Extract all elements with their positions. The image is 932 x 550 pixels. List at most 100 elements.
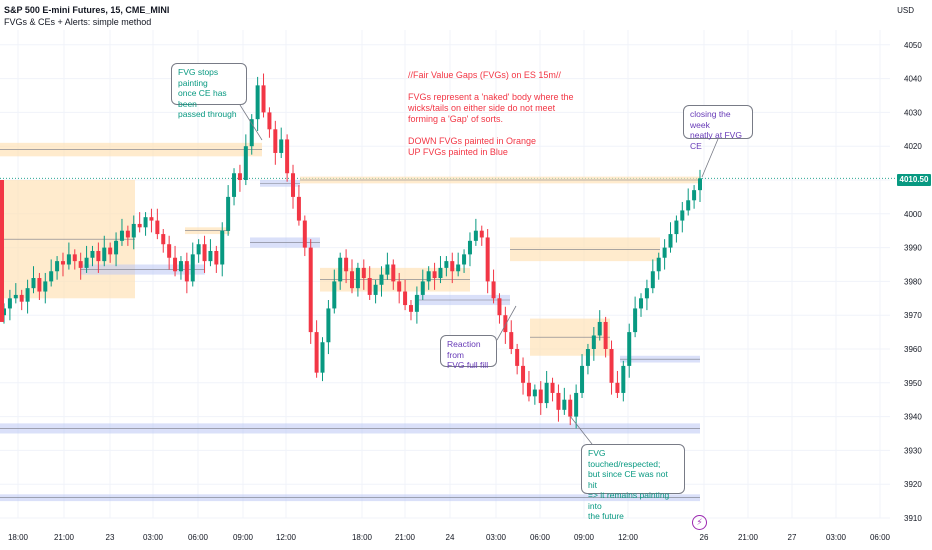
candle	[408, 305, 413, 312]
price-tick-label: 3930	[904, 446, 922, 455]
candle	[326, 308, 331, 343]
price-tick-label: 3960	[904, 345, 922, 354]
candle	[639, 298, 644, 309]
candle	[344, 257, 349, 272]
candle	[161, 234, 166, 245]
candle	[143, 217, 148, 228]
candle	[603, 321, 608, 349]
callout-leader	[701, 138, 719, 178]
candle	[208, 250, 213, 262]
candle	[25, 288, 30, 302]
candle	[291, 173, 296, 197]
candle	[591, 335, 596, 349]
fvg-explanation-note: //Fair Value Gaps (FVGs) on ES 15m// FVG…	[408, 70, 574, 157]
candle	[173, 257, 178, 272]
flash-icon[interactable]: ⚡	[692, 515, 707, 530]
candles	[0, 73, 702, 429]
time-tick-label: 12:00	[276, 533, 297, 542]
candle	[78, 261, 83, 268]
time-tick-label: 09:00	[574, 533, 595, 542]
candle	[84, 257, 89, 268]
candle	[597, 321, 602, 336]
candle	[7, 298, 12, 309]
candle	[585, 349, 590, 366]
candle	[167, 244, 172, 258]
indicator-label[interactable]: FVGs & CEs + Alerts: simple method	[4, 17, 152, 27]
price-tick-label: 3970	[904, 311, 922, 320]
candle	[509, 332, 514, 349]
time-tick-label: 06:00	[188, 533, 209, 542]
candle	[302, 220, 307, 248]
candle	[178, 261, 183, 272]
candle	[261, 85, 266, 113]
time-tick-label: 06:00	[530, 533, 551, 542]
candle	[574, 392, 579, 417]
callout-leader	[569, 415, 593, 445]
candle	[432, 271, 437, 279]
candle	[102, 247, 107, 262]
candle	[119, 230, 124, 241]
candle	[556, 392, 561, 410]
candle	[308, 247, 313, 333]
price-tick-label: 4030	[904, 108, 922, 117]
candle	[450, 261, 455, 272]
time-tick-label: 21:00	[395, 533, 416, 542]
candle	[255, 85, 260, 120]
candle	[196, 244, 201, 255]
price-tick-label: 3920	[904, 480, 922, 489]
candle	[609, 349, 614, 383]
fvg-zones	[0, 142, 700, 502]
candle	[644, 288, 649, 299]
time-tick-label: 18:00	[352, 533, 373, 542]
candle	[72, 254, 77, 262]
candle	[550, 382, 555, 393]
candle	[367, 278, 372, 295]
candle	[456, 264, 461, 272]
callout-fvg-touched: FVG touched/respected; but since CE was …	[581, 444, 685, 521]
price-tick-label: 4040	[904, 75, 922, 84]
time-tick-label: 12:00	[618, 533, 639, 542]
candle	[190, 254, 195, 282]
candle	[662, 247, 667, 258]
price-tick-label: 4000	[904, 210, 922, 219]
candle	[621, 365, 626, 393]
candle	[568, 399, 573, 417]
candle	[686, 200, 691, 211]
candle	[114, 240, 119, 255]
candle	[491, 281, 496, 299]
candle	[232, 173, 237, 197]
time-tick-label: 09:00	[233, 533, 254, 542]
price-tick-label: 3980	[904, 277, 922, 286]
last-price-tag: 4010.50	[897, 174, 931, 186]
time-tick-label: 03:00	[826, 533, 847, 542]
time-tick-label: 03:00	[143, 533, 164, 542]
candle	[698, 178, 702, 191]
candle	[680, 210, 685, 221]
candle	[43, 281, 48, 292]
candle	[615, 382, 620, 393]
time-tick-label: 23	[106, 533, 115, 542]
candle	[391, 264, 396, 282]
candle	[202, 244, 207, 262]
candle	[314, 332, 319, 373]
candle	[125, 230, 130, 238]
candle	[521, 365, 526, 383]
candle	[13, 294, 18, 299]
candle	[497, 298, 502, 316]
candle	[226, 196, 231, 231]
candle	[473, 230, 478, 241]
candle	[37, 278, 42, 292]
candle	[108, 247, 113, 255]
time-tick-label: 27	[788, 533, 797, 542]
price-axis: 3910 3920 3930 3940 3950 3960 3970 3980 3990 4000…	[904, 41, 922, 523]
candle	[355, 267, 360, 289]
candle	[60, 261, 65, 265]
candle	[668, 234, 673, 248]
callout-reaction: Reaction from FVG full fill	[440, 335, 497, 370]
candle	[462, 254, 467, 265]
candle	[485, 237, 490, 282]
callout-closing-week: closing the week neatly at FVG CE	[683, 105, 753, 151]
price-tick-label: 3990	[904, 244, 922, 253]
candle	[580, 365, 585, 393]
